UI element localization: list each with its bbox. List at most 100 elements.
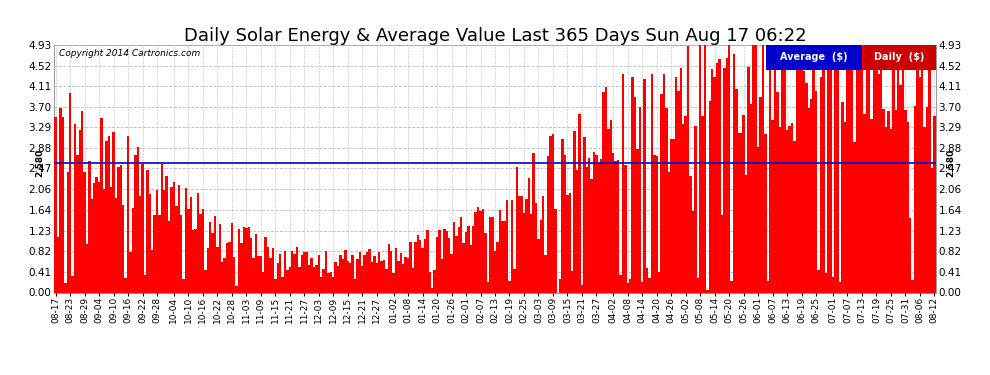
Bar <box>610 120 612 292</box>
Bar <box>276 263 279 292</box>
Bar <box>93 183 95 292</box>
Bar <box>284 251 286 292</box>
Bar <box>298 267 301 292</box>
Bar <box>207 248 209 292</box>
Bar <box>397 261 400 292</box>
Bar <box>155 190 158 292</box>
Bar <box>229 242 231 292</box>
Bar <box>897 48 899 292</box>
Bar <box>308 266 310 292</box>
Bar <box>706 291 709 292</box>
Bar <box>662 74 665 292</box>
Bar <box>506 200 508 292</box>
Bar <box>405 257 407 292</box>
Bar <box>786 130 788 292</box>
Bar <box>660 94 662 292</box>
Bar <box>231 223 233 292</box>
Bar <box>170 187 172 292</box>
Bar <box>422 248 424 292</box>
Bar <box>474 212 477 292</box>
Bar <box>301 255 303 292</box>
Bar <box>484 233 486 292</box>
Bar <box>323 269 325 292</box>
Bar <box>875 62 877 292</box>
Bar <box>271 248 274 292</box>
Bar <box>190 196 192 292</box>
Bar <box>716 63 719 292</box>
Bar <box>427 230 429 292</box>
Bar <box>627 283 629 292</box>
Bar <box>757 147 759 292</box>
Bar <box>414 242 417 292</box>
Bar <box>366 252 368 292</box>
Bar <box>719 59 721 292</box>
Bar <box>781 45 783 292</box>
Bar <box>842 102 843 292</box>
Bar <box>648 279 650 292</box>
Bar <box>137 147 139 292</box>
Bar <box>837 45 839 292</box>
Bar <box>417 235 419 292</box>
Bar <box>479 211 482 292</box>
Bar <box>521 196 523 292</box>
Bar <box>446 231 447 292</box>
Bar <box>221 262 224 292</box>
Bar <box>692 211 694 292</box>
Bar <box>650 74 653 292</box>
Bar <box>328 273 330 292</box>
Bar <box>595 155 598 292</box>
Bar <box>375 263 378 292</box>
Bar <box>680 68 682 292</box>
Bar <box>144 275 147 292</box>
Bar <box>551 134 554 292</box>
Bar <box>330 272 332 292</box>
Bar <box>160 165 163 292</box>
Bar <box>684 116 687 292</box>
Bar <box>325 251 328 292</box>
Bar <box>921 63 924 292</box>
Bar <box>345 251 346 292</box>
Bar <box>711 69 714 292</box>
Bar <box>566 195 568 292</box>
Bar <box>697 278 699 292</box>
Bar <box>813 45 815 292</box>
Bar <box>95 177 98 292</box>
Bar <box>462 243 465 292</box>
Bar <box>356 260 358 292</box>
Bar <box>870 119 873 292</box>
Bar <box>219 224 221 292</box>
Bar <box>909 218 912 292</box>
Bar <box>576 170 578 292</box>
Bar <box>559 279 561 292</box>
Bar <box>214 216 216 292</box>
Bar <box>491 217 494 292</box>
Bar <box>250 238 252 292</box>
Bar <box>455 236 457 292</box>
Bar <box>296 247 298 292</box>
Bar <box>289 267 291 292</box>
Bar <box>477 207 479 292</box>
Text: 2.580: 2.580 <box>35 149 44 177</box>
Bar <box>373 256 375 292</box>
Bar <box>675 77 677 292</box>
Bar <box>639 107 642 292</box>
Bar <box>769 45 771 292</box>
Bar <box>457 227 460 292</box>
Bar <box>749 104 752 292</box>
Bar <box>59 108 61 292</box>
Bar <box>385 269 387 292</box>
Bar <box>843 122 846 292</box>
Bar <box>764 134 766 292</box>
Bar <box>120 165 122 292</box>
Bar <box>791 123 793 292</box>
Bar <box>766 282 769 292</box>
Bar <box>665 108 667 292</box>
Bar <box>233 257 236 292</box>
Bar <box>489 217 491 292</box>
Bar <box>248 227 250 292</box>
Bar <box>885 128 887 292</box>
Bar <box>187 209 190 292</box>
Bar <box>115 198 117 292</box>
Bar <box>252 258 254 292</box>
Bar <box>71 276 74 292</box>
